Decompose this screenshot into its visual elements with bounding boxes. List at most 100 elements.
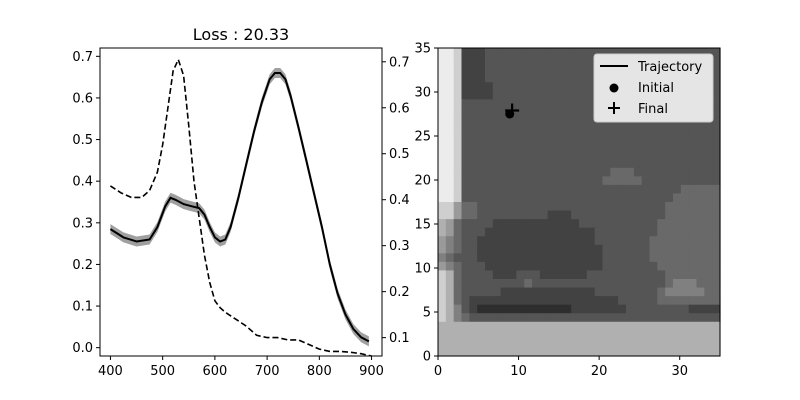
contour-cell <box>477 313 486 323</box>
contour-cell <box>547 304 557 314</box>
contour-cell <box>657 330 666 340</box>
contour-cell <box>492 56 502 66</box>
contour-cell <box>563 330 572 340</box>
contour-cell <box>641 253 651 263</box>
contour-cell <box>438 261 447 272</box>
contour-cell <box>500 321 510 331</box>
contour-cell <box>563 142 572 152</box>
contour-cell <box>453 193 463 203</box>
contour-cell <box>563 159 572 169</box>
contour-cell <box>571 202 580 212</box>
contour-cell <box>508 236 517 246</box>
contour-cell <box>555 167 564 177</box>
contour-cell <box>445 313 455 323</box>
contour-cell <box>657 279 666 289</box>
contour-cell <box>477 159 486 169</box>
contour-cell <box>516 202 525 212</box>
contour-cell <box>633 193 643 203</box>
contour-cell <box>665 48 674 58</box>
contour-cell <box>579 287 588 297</box>
contour-cell <box>696 227 705 237</box>
y-left-tick-label: 0.4 <box>72 175 93 190</box>
contour-cell <box>516 279 525 289</box>
contour-cell <box>555 338 564 349</box>
contour-cell <box>665 287 674 297</box>
contour-cell <box>555 193 564 203</box>
contour-cell <box>477 125 486 135</box>
contour-cell <box>555 287 564 297</box>
contour-cell <box>673 227 682 237</box>
contour-cell <box>492 244 502 254</box>
contour-cell <box>438 159 447 169</box>
contour-cell <box>485 167 494 177</box>
contour-cell <box>665 313 674 323</box>
contour-cell <box>571 107 580 118</box>
contour-cell <box>508 304 517 314</box>
contour-cell <box>555 159 564 169</box>
contour-cell <box>665 321 674 331</box>
contour-cell <box>712 90 721 100</box>
contour-cell <box>696 296 705 306</box>
contour-cell <box>445 116 455 126</box>
contour-cell <box>657 304 666 314</box>
contour-cell <box>649 279 658 289</box>
contour-cell <box>610 159 619 169</box>
contour-cell <box>492 184 502 195</box>
contour-cell <box>594 236 604 246</box>
contour-cell <box>626 167 635 177</box>
contour-cell <box>438 338 447 349</box>
contour-cell <box>712 330 721 340</box>
contour-cell <box>524 279 533 289</box>
contour-cell <box>516 219 525 229</box>
contour-cell <box>673 210 682 220</box>
contour-cell <box>438 65 447 75</box>
contour-cell <box>445 176 455 186</box>
contour-cell <box>453 244 463 254</box>
contour-cell <box>492 219 502 229</box>
contour-cell <box>571 116 580 126</box>
contour-cell <box>579 150 588 160</box>
contour-cell <box>633 227 643 237</box>
contour-cell <box>618 227 627 237</box>
contour-cell <box>696 159 705 169</box>
contour-cell <box>485 107 494 118</box>
contour-cell <box>508 219 517 229</box>
contour-cell <box>626 321 635 331</box>
contour-cell <box>469 107 478 118</box>
contour-cell <box>485 48 494 58</box>
contour-cell <box>657 210 666 220</box>
contour-cell <box>532 116 541 126</box>
contour-cell <box>555 150 564 160</box>
contour-cell <box>571 261 580 272</box>
contour-cell <box>649 338 658 349</box>
contour-cell <box>579 133 588 143</box>
contour-cell <box>516 193 525 203</box>
contour-cell <box>555 347 564 357</box>
contour-cell <box>657 142 666 152</box>
contour-cell <box>438 219 447 229</box>
contour-cell <box>712 227 721 237</box>
contour-cell <box>704 253 713 263</box>
contour-cell <box>665 236 674 246</box>
contour-cell <box>563 279 572 289</box>
contour-cell <box>696 236 705 246</box>
contour-cell <box>547 184 557 195</box>
contour-cell <box>688 193 698 203</box>
contour-cell <box>579 193 588 203</box>
contour-cell <box>461 279 470 289</box>
contour-cell <box>438 347 447 357</box>
contour-cell <box>492 304 502 314</box>
contour-cell <box>485 236 494 246</box>
contour-cell <box>571 227 580 237</box>
contour-cell <box>469 176 478 186</box>
contour-cell <box>485 82 494 92</box>
contour-cell <box>461 219 470 229</box>
contour-cell <box>508 279 517 289</box>
contour-cell <box>673 287 682 297</box>
contour-cell <box>516 142 525 152</box>
contour-cell <box>563 202 572 212</box>
contour-cell <box>633 296 643 306</box>
contour-cell <box>547 107 557 118</box>
contour-cell <box>586 202 596 212</box>
contour-cell <box>586 304 596 314</box>
